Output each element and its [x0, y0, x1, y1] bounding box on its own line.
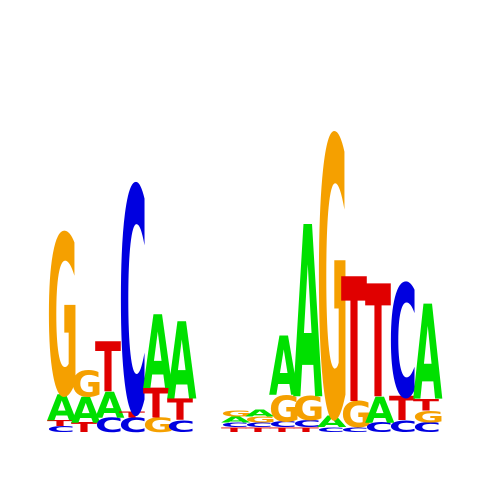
logo-letter-c: C — [95, 415, 123, 438]
logo-letter-t: T — [413, 396, 439, 415]
logo-letter-g: G — [293, 391, 324, 429]
logo-letter-a: A — [143, 295, 172, 413]
logo-letter-a: A — [293, 177, 322, 452]
logo-letter-g: G — [221, 409, 252, 418]
logo-letter-c: C — [269, 420, 297, 429]
logo-letter-c: C — [47, 425, 75, 434]
logo-letter-a: A — [167, 300, 197, 424]
logo-letter-g: G — [245, 415, 276, 424]
logo-letter-g: G — [143, 415, 174, 438]
logo-letter-t: T — [245, 426, 271, 433]
logo-letter-c: C — [389, 417, 417, 436]
logo-letter-t: T — [293, 426, 319, 433]
logo-letter-t: T — [269, 426, 295, 433]
logo-letter-a: A — [221, 415, 251, 424]
logo-letter-c: C — [221, 422, 249, 429]
logo-letter-g: G — [317, 61, 348, 480]
logo-letter-t: T — [47, 419, 73, 428]
logo-letter-c: C — [341, 426, 369, 433]
logo-letter-a: A — [47, 387, 77, 429]
logo-letter-t: T — [365, 252, 391, 433]
logo-letter-a: A — [245, 407, 275, 419]
logo-letter-a: A — [413, 278, 442, 430]
logo-letter-c: C — [365, 420, 393, 435]
logo-letter-c: C — [317, 426, 345, 433]
logo-letter-c: C — [119, 415, 147, 438]
logo-letter-c: C — [119, 125, 147, 480]
logo-letter-c: C — [413, 420, 441, 435]
logo-letter-a: A — [365, 390, 395, 432]
logo-letter-c: C — [293, 418, 321, 430]
logo-letter-t: T — [341, 244, 367, 443]
logo-letter-g: G — [341, 394, 372, 436]
logo-letter-t: T — [389, 391, 415, 429]
logo-letter-a: A — [71, 390, 101, 432]
logo-letter-c: C — [167, 417, 195, 436]
logo-letter-g: G — [71, 363, 102, 405]
logo-letter-a: A — [317, 412, 347, 431]
logo-letter-t: T — [95, 330, 121, 409]
logo-letter-g: G — [47, 190, 78, 446]
logo-letter-g: G — [269, 388, 300, 430]
logo-letter-t: T — [71, 420, 98, 435]
logo-letter-c: C — [245, 422, 273, 429]
logo-letter-t: T — [221, 426, 247, 433]
logo-letter-g: G — [413, 407, 444, 426]
logo-letter-a: A — [95, 385, 125, 427]
logo-letter-a: A — [269, 321, 298, 416]
logo-letter-t: T — [119, 410, 145, 419]
logo-letter-t: T — [143, 381, 169, 429]
logo-letter-t: T — [167, 393, 194, 428]
logo-letter-c: C — [389, 252, 417, 433]
